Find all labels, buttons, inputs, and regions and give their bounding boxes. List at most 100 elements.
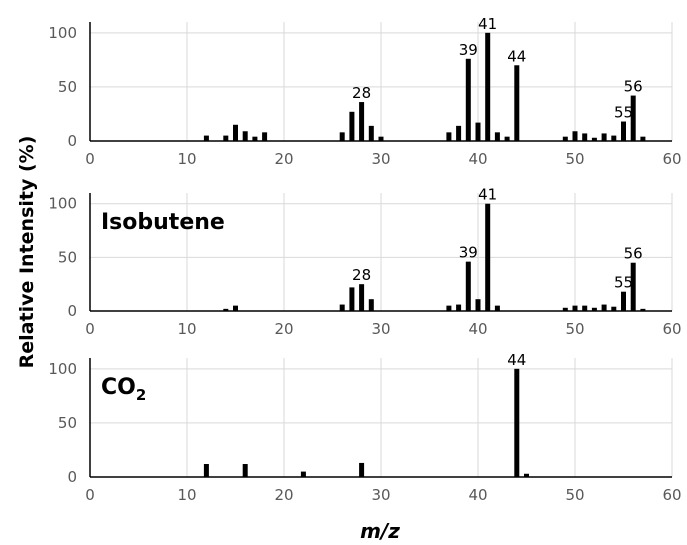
- y-tick-label: 50: [58, 414, 77, 432]
- x-tick-label: 20: [274, 150, 293, 168]
- peak-label: 28: [352, 84, 371, 102]
- spectrum-bar: [465, 261, 471, 311]
- peak-label: 39: [459, 41, 478, 59]
- spectrum-bar: [359, 462, 365, 477]
- y-tick-label: 50: [58, 248, 77, 266]
- spectrum-bar: [630, 262, 636, 311]
- spectrum-bar: [475, 299, 481, 311]
- x-tick-label: 60: [662, 320, 681, 338]
- x-tick-label: 0: [85, 486, 95, 504]
- peak-label: 55: [614, 104, 633, 122]
- spectrum-bar: [621, 121, 626, 141]
- x-tick-label: 60: [662, 150, 681, 168]
- spectrum-bar: [252, 136, 258, 141]
- peak-label: 39: [459, 244, 478, 262]
- spectrum-bar: [475, 122, 481, 141]
- spectrum-bar: [223, 308, 229, 311]
- spectrum-bar: [591, 307, 597, 311]
- spectrum-bar: [640, 136, 646, 141]
- spectrum-bar: [524, 473, 529, 477]
- spectrum-bar: [300, 471, 306, 477]
- spectrum-bar: [562, 307, 568, 311]
- spectrum-bar: [456, 125, 462, 141]
- x-tick-label: 20: [274, 486, 293, 504]
- x-tick-label: 30: [371, 486, 390, 504]
- spectrum-bar: [446, 132, 452, 141]
- spectrum-bar: [359, 102, 365, 141]
- spectrum-bar: [233, 124, 238, 141]
- x-tick-label: 50: [565, 320, 584, 338]
- spectrum-bar: [621, 291, 626, 311]
- panel-3: 0 50 100 0 10 20 30 40 50 60 44 CO2: [48, 351, 681, 504]
- spectrum-bar: [339, 304, 345, 311]
- spectrum-bar: [368, 299, 374, 311]
- spectrum-bar: [611, 135, 617, 141]
- spectrum-bar: [485, 32, 491, 142]
- spectrum-bar: [514, 65, 520, 141]
- y-tick-label: 100: [48, 360, 77, 378]
- spectrum-bar: [359, 284, 365, 311]
- spectrum-bar: [339, 132, 345, 141]
- spectrum-bar: [601, 304, 607, 311]
- spectrum-bar: [582, 133, 588, 141]
- spectrum-bar: [242, 464, 248, 477]
- spectrum-bar: [262, 132, 268, 141]
- x-tick-label: 0: [85, 150, 95, 168]
- spectrum-bar: [349, 287, 355, 311]
- peak-label: 56: [624, 78, 643, 96]
- panel-label-subscript: 2: [136, 386, 146, 404]
- x-axis-label: m/z: [360, 519, 400, 543]
- spectrum-bar: [233, 305, 238, 311]
- spectrum-bar: [504, 136, 510, 141]
- y-tick-label: 0: [67, 132, 77, 150]
- spectrum-bar: [446, 305, 452, 311]
- spectrum-bar: [465, 58, 471, 142]
- x-tick-label: 30: [371, 150, 390, 168]
- x-tick-label: 10: [177, 150, 196, 168]
- x-tick-label: 40: [468, 486, 487, 504]
- spectrum-bar: [203, 135, 209, 141]
- peak-label: 41: [478, 15, 497, 33]
- y-tick-label: 100: [48, 24, 77, 42]
- peak-label: 55: [614, 274, 633, 292]
- peak-label: 28: [352, 266, 371, 284]
- spectrum-bar: [349, 111, 355, 141]
- spectrum-bar: [514, 368, 520, 477]
- spectrum-bar: [223, 135, 229, 141]
- spectrum-bar: [203, 464, 209, 477]
- peak-label: 41: [478, 186, 497, 204]
- spectrum-bar: [572, 305, 578, 311]
- panel-2: 0 50 100 0 10 20 30 40 50 60 28 39 41 55 56 Isobutene: [48, 186, 681, 338]
- x-tick-label: 10: [177, 320, 196, 338]
- x-tick-label: 20: [274, 320, 293, 338]
- spectrum-bar: [630, 95, 636, 141]
- peak-label: 56: [624, 245, 643, 263]
- peak-label: 44: [507, 351, 526, 369]
- spectrum-bar: [456, 304, 462, 311]
- spectrum-bar: [378, 136, 384, 141]
- spectrum-bar: [572, 131, 578, 141]
- x-tick-label: 40: [468, 320, 487, 338]
- x-tick-label: 0: [85, 320, 95, 338]
- spectrum-bar: [485, 203, 491, 311]
- peak-label: 44: [507, 47, 526, 65]
- spectrum-bar: [494, 305, 500, 311]
- panel-label: Isobutene: [101, 210, 225, 235]
- y-axis-label: Relative Intensity (%): [16, 136, 38, 369]
- x-tick-label: 10: [177, 486, 196, 504]
- spectrum-bar: [601, 133, 607, 141]
- x-tick-label: 50: [565, 486, 584, 504]
- spectrum-bar: [494, 132, 500, 141]
- spectrum-bar: [242, 131, 248, 141]
- spectrum-bar: [368, 125, 374, 141]
- panel-label: CO2: [101, 375, 146, 404]
- y-tick-label: 50: [58, 78, 77, 96]
- spectrum-bar: [591, 137, 597, 141]
- spectrum-bar: [582, 305, 588, 311]
- spectrum-bar: [640, 308, 646, 311]
- x-tick-label: 50: [565, 150, 584, 168]
- spectrum-bar: [611, 306, 617, 311]
